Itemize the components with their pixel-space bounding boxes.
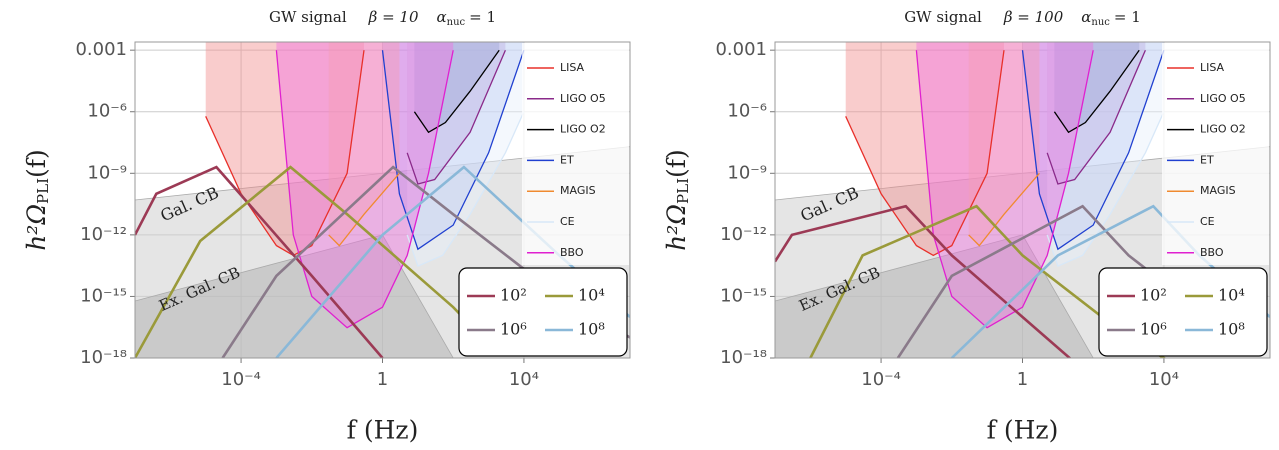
legend-label: LIGO O2 bbox=[1200, 123, 1246, 136]
detector-curve bbox=[413, 49, 500, 134]
alpha-symbol: α bbox=[1081, 8, 1091, 26]
y-tick-label: 10⁻⁶ bbox=[727, 101, 767, 122]
chart-title: GW signal β = 100 αnuc = 1 bbox=[904, 8, 1141, 28]
detector-region bbox=[328, 42, 400, 246]
legend-label: MAGIS bbox=[560, 184, 596, 197]
y-tick-label: 10⁻¹⁵ bbox=[80, 285, 127, 306]
y-tick-label: 0.001 bbox=[715, 39, 767, 60]
signal-line bbox=[135, 165, 384, 358]
detector-curve bbox=[406, 49, 506, 185]
y-tick-label: 10⁻⁹ bbox=[87, 162, 127, 183]
y-tick-label: 10⁻⁶ bbox=[87, 101, 127, 122]
beta-label: β = 100 bbox=[1003, 8, 1064, 26]
y-axis-label: h²ΩPLI(f) bbox=[662, 149, 693, 251]
x-tick-label: 10⁻⁴ bbox=[221, 369, 261, 390]
legend-label: LIGO O2 bbox=[560, 123, 606, 136]
detector-curve bbox=[1046, 49, 1146, 185]
detector-region bbox=[407, 42, 506, 184]
detector-curve bbox=[328, 172, 400, 247]
legend-label: 10⁶ bbox=[500, 320, 527, 339]
alpha-rest: = 1 bbox=[1114, 8, 1141, 26]
beta-label: β = 10 bbox=[368, 8, 419, 26]
y-tick-label: 10⁻¹⁸ bbox=[80, 347, 127, 368]
x-tick-label: 1 bbox=[1017, 369, 1028, 390]
y-tick-label: 10⁻¹² bbox=[720, 224, 767, 245]
detector-curve bbox=[275, 50, 454, 329]
y-label-rest: (f) bbox=[662, 149, 691, 178]
detector-region bbox=[1047, 42, 1146, 184]
legend-label: CE bbox=[560, 215, 575, 228]
y-tick-label: 10⁻¹⁸ bbox=[720, 347, 767, 368]
legend-background bbox=[522, 43, 629, 265]
detector-region bbox=[407, 42, 524, 267]
y-axis-label: h²ΩPLI(f) bbox=[22, 149, 53, 251]
legend-label: LIGO O5 bbox=[1200, 92, 1246, 105]
legend-box bbox=[1098, 267, 1268, 357]
legend-label: BBO bbox=[560, 246, 584, 259]
detector-region bbox=[276, 42, 454, 328]
legend-label: LISA bbox=[1200, 61, 1225, 74]
y-tick-label: 10⁻¹⁵ bbox=[720, 285, 767, 306]
x-axis-label: f (Hz) bbox=[347, 416, 419, 445]
detector-curve bbox=[406, 111, 525, 267]
y-tick-label: 10⁻⁹ bbox=[727, 162, 767, 183]
detector-curve bbox=[1021, 49, 1165, 251]
alpha-rest: = 1 bbox=[469, 8, 496, 26]
detector-region bbox=[414, 42, 500, 133]
legend-label: BBO bbox=[1200, 246, 1224, 259]
y-label-rest: (f) bbox=[22, 149, 51, 178]
y-label-main: h²Ω bbox=[22, 204, 51, 251]
alpha-sub: nuc bbox=[447, 17, 466, 28]
legend-label: 10⁸ bbox=[578, 320, 605, 339]
detector-region bbox=[382, 42, 524, 250]
detector-region bbox=[1054, 42, 1140, 133]
legend-label: CE bbox=[1200, 215, 1215, 228]
legend-label: MAGIS bbox=[1200, 184, 1236, 197]
x-tick-label: 10⁻⁴ bbox=[861, 369, 901, 390]
detector-curve bbox=[845, 50, 1005, 257]
legend-label: 10² bbox=[500, 286, 527, 305]
y-tick-label: 10⁻¹² bbox=[80, 224, 127, 245]
detector-region bbox=[916, 42, 1094, 328]
signal-line bbox=[775, 204, 1072, 358]
alpha-sub: nuc bbox=[1091, 17, 1110, 28]
legend-label: 10⁸ bbox=[1218, 320, 1245, 339]
detector-curve bbox=[968, 172, 1040, 247]
y-label-sub: PLI bbox=[34, 178, 52, 204]
alpha-symbol: α bbox=[437, 8, 447, 26]
legend-label: LIGO O5 bbox=[560, 92, 606, 105]
chart-title: GW signal β = 10 αnuc = 1 bbox=[269, 8, 496, 28]
plot-frame bbox=[774, 41, 1271, 359]
y-label-main: h²Ω bbox=[662, 204, 691, 251]
legend-label: 10⁴ bbox=[1218, 286, 1245, 305]
detector-curve bbox=[1053, 49, 1140, 134]
x-tick-label: 10⁴ bbox=[1149, 369, 1179, 390]
x-tick-label: 1 bbox=[377, 369, 388, 390]
detector-region bbox=[968, 42, 1040, 246]
y-tick-label: 0.001 bbox=[75, 39, 127, 60]
legend-label: 10⁴ bbox=[578, 286, 605, 305]
legend-label: 10² bbox=[1140, 286, 1167, 305]
title-text: GW signal bbox=[904, 8, 982, 26]
plot-frame bbox=[134, 41, 631, 359]
detector-curve bbox=[915, 50, 1094, 329]
legend-label: ET bbox=[1200, 153, 1214, 166]
panel: GW signal β = 10 αnuc = 1 h²ΩPLI(f) f (Hz) 10⁻… bbox=[22, 8, 631, 445]
x-axis-label: f (Hz) bbox=[987, 416, 1059, 445]
legend-background bbox=[1162, 43, 1269, 265]
detector-region bbox=[1022, 42, 1164, 250]
legend-label: LISA bbox=[560, 61, 585, 74]
title-text: GW signal bbox=[269, 8, 347, 26]
y-label-sub: PLI bbox=[674, 178, 692, 204]
legend-label: ET bbox=[560, 153, 574, 166]
legend-label: 10⁶ bbox=[1140, 320, 1167, 339]
x-tick-label: 10⁴ bbox=[509, 369, 539, 390]
legend-box bbox=[458, 267, 628, 357]
